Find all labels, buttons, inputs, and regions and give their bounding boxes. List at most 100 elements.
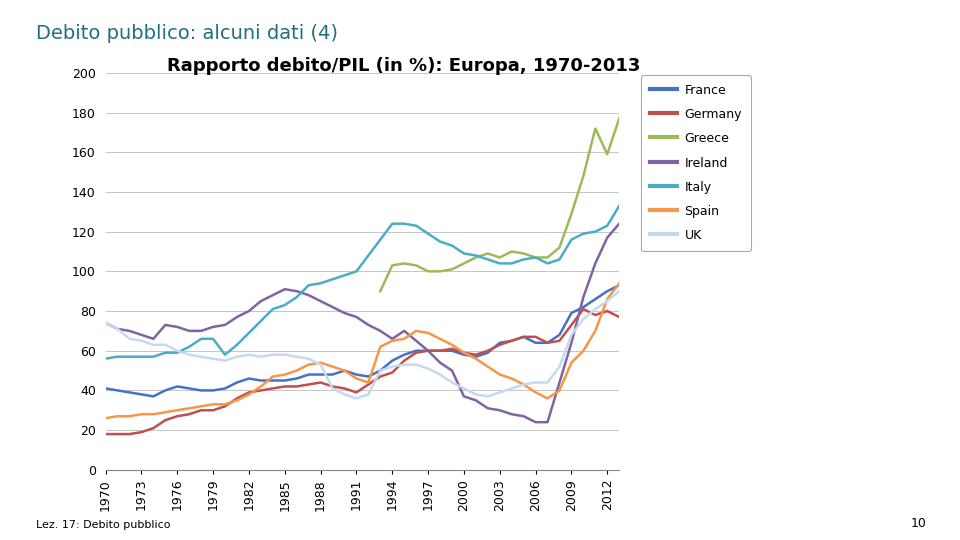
Ireland [243, 308, 254, 314]
UK [422, 366, 434, 372]
France [111, 387, 123, 394]
Italy [183, 343, 195, 350]
Spain [541, 395, 553, 402]
Spain [363, 379, 374, 386]
Germany [243, 389, 254, 396]
France [196, 387, 207, 394]
Spain [494, 372, 506, 378]
UK [602, 298, 613, 305]
UK [231, 354, 243, 360]
Ireland [530, 419, 541, 426]
Germany [506, 338, 517, 344]
France [517, 334, 529, 340]
UK [135, 338, 147, 344]
France [207, 387, 219, 394]
UK [326, 385, 338, 392]
Germany [482, 348, 493, 354]
Text: Rapporto debito/PIL (in %): Europa, 1970-2013: Rapporto debito/PIL (in %): Europa, 1970… [166, 57, 640, 75]
Italy [135, 354, 147, 360]
UK [207, 355, 219, 362]
France [350, 372, 362, 378]
Greece [434, 268, 445, 274]
Italy [374, 237, 386, 243]
UK [434, 372, 445, 378]
Spain [231, 397, 243, 403]
Germany [410, 349, 421, 356]
Italy [410, 222, 421, 229]
UK [100, 320, 111, 326]
Greece [602, 151, 613, 158]
Spain [196, 403, 207, 409]
Italy [196, 335, 207, 342]
Ireland [315, 298, 326, 305]
Line: Germany: Germany [106, 309, 619, 434]
UK [410, 361, 421, 368]
UK [159, 341, 171, 348]
Greece [387, 262, 398, 268]
UK [494, 389, 506, 396]
Germany [219, 403, 230, 409]
UK [339, 391, 350, 397]
Italy [159, 349, 171, 356]
UK [243, 352, 254, 358]
Germany [541, 340, 553, 346]
France [219, 385, 230, 392]
France [613, 282, 625, 288]
Spain [159, 409, 171, 415]
France [602, 288, 613, 294]
France [446, 348, 458, 354]
Greece [398, 260, 410, 267]
France [255, 377, 267, 384]
Germany [124, 431, 135, 437]
Italy [470, 252, 482, 259]
UK [219, 357, 230, 364]
Ireland [446, 367, 458, 374]
Text: Debito pubblico: alcuni dati (4): Debito pubblico: alcuni dati (4) [36, 24, 339, 43]
Italy [363, 252, 374, 259]
France [363, 373, 374, 380]
Spain [578, 348, 589, 354]
Spain [243, 391, 254, 397]
France [135, 391, 147, 397]
Italy [291, 294, 302, 300]
Line: Greece: Greece [380, 119, 619, 291]
UK [350, 395, 362, 402]
Ireland [578, 294, 589, 300]
Ireland [410, 338, 421, 344]
France [387, 357, 398, 364]
Line: Spain: Spain [106, 284, 619, 418]
Greece [613, 116, 625, 122]
Ireland [303, 292, 315, 299]
UK [506, 385, 517, 392]
Greece [482, 250, 493, 256]
Italy [613, 202, 625, 209]
Ireland [339, 310, 350, 316]
Germany [267, 385, 278, 392]
Spain [517, 381, 529, 388]
Text: 10: 10 [910, 517, 926, 530]
Legend: France, Germany, Greece, Ireland, Italy, Spain, UK: France, Germany, Greece, Ireland, Italy,… [641, 75, 751, 251]
Greece [541, 254, 553, 261]
Ireland [100, 320, 111, 326]
Italy [172, 349, 183, 356]
UK [517, 381, 529, 388]
Line: Ireland: Ireland [106, 224, 619, 422]
Ireland [494, 407, 506, 414]
Ireland [565, 340, 577, 346]
Italy [422, 231, 434, 237]
UK [363, 391, 374, 397]
Italy [494, 260, 506, 267]
France [231, 379, 243, 386]
France [315, 372, 326, 378]
France [410, 348, 421, 354]
Italy [303, 282, 315, 288]
UK [255, 354, 267, 360]
France [148, 393, 159, 400]
Italy [398, 220, 410, 227]
Greece [506, 248, 517, 255]
Spain [530, 389, 541, 396]
UK [541, 379, 553, 386]
Italy [255, 318, 267, 324]
Ireland [506, 411, 517, 417]
Spain [291, 367, 302, 374]
